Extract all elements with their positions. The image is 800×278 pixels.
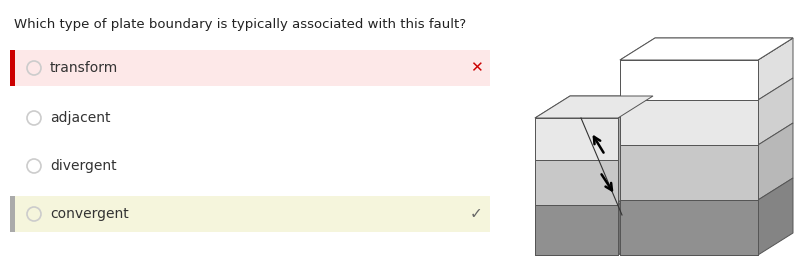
Polygon shape bbox=[620, 60, 758, 100]
Polygon shape bbox=[535, 205, 618, 255]
Polygon shape bbox=[535, 96, 653, 118]
Polygon shape bbox=[620, 60, 758, 100]
Polygon shape bbox=[618, 100, 620, 205]
Polygon shape bbox=[535, 118, 618, 160]
Polygon shape bbox=[620, 200, 758, 255]
Polygon shape bbox=[620, 38, 793, 60]
Polygon shape bbox=[620, 100, 758, 145]
Polygon shape bbox=[758, 78, 793, 145]
Polygon shape bbox=[535, 96, 653, 118]
Text: ✕: ✕ bbox=[470, 61, 482, 76]
Bar bbox=[10, 196, 490, 232]
Polygon shape bbox=[535, 160, 618, 205]
Polygon shape bbox=[535, 118, 618, 160]
Polygon shape bbox=[620, 145, 758, 200]
Polygon shape bbox=[620, 200, 758, 255]
Polygon shape bbox=[758, 38, 793, 100]
Polygon shape bbox=[620, 100, 758, 145]
Polygon shape bbox=[618, 138, 653, 205]
Bar bbox=[10, 100, 490, 136]
Bar bbox=[10, 50, 15, 86]
Text: Which type of plate boundary is typically associated with this fault?: Which type of plate boundary is typicall… bbox=[14, 18, 466, 31]
Polygon shape bbox=[758, 178, 793, 255]
Polygon shape bbox=[618, 96, 653, 160]
Text: ✓: ✓ bbox=[470, 207, 482, 222]
Text: divergent: divergent bbox=[50, 159, 117, 173]
Polygon shape bbox=[618, 78, 655, 118]
Text: convergent: convergent bbox=[50, 207, 129, 221]
Bar bbox=[10, 196, 15, 232]
Text: adjacent: adjacent bbox=[50, 111, 110, 125]
Polygon shape bbox=[535, 160, 618, 205]
Polygon shape bbox=[535, 205, 618, 255]
Text: transform: transform bbox=[50, 61, 118, 75]
Polygon shape bbox=[618, 183, 653, 255]
Bar bbox=[10, 148, 490, 184]
Polygon shape bbox=[618, 183, 653, 255]
Polygon shape bbox=[758, 123, 793, 200]
Polygon shape bbox=[620, 145, 758, 200]
Polygon shape bbox=[620, 38, 793, 60]
Bar bbox=[10, 50, 490, 86]
